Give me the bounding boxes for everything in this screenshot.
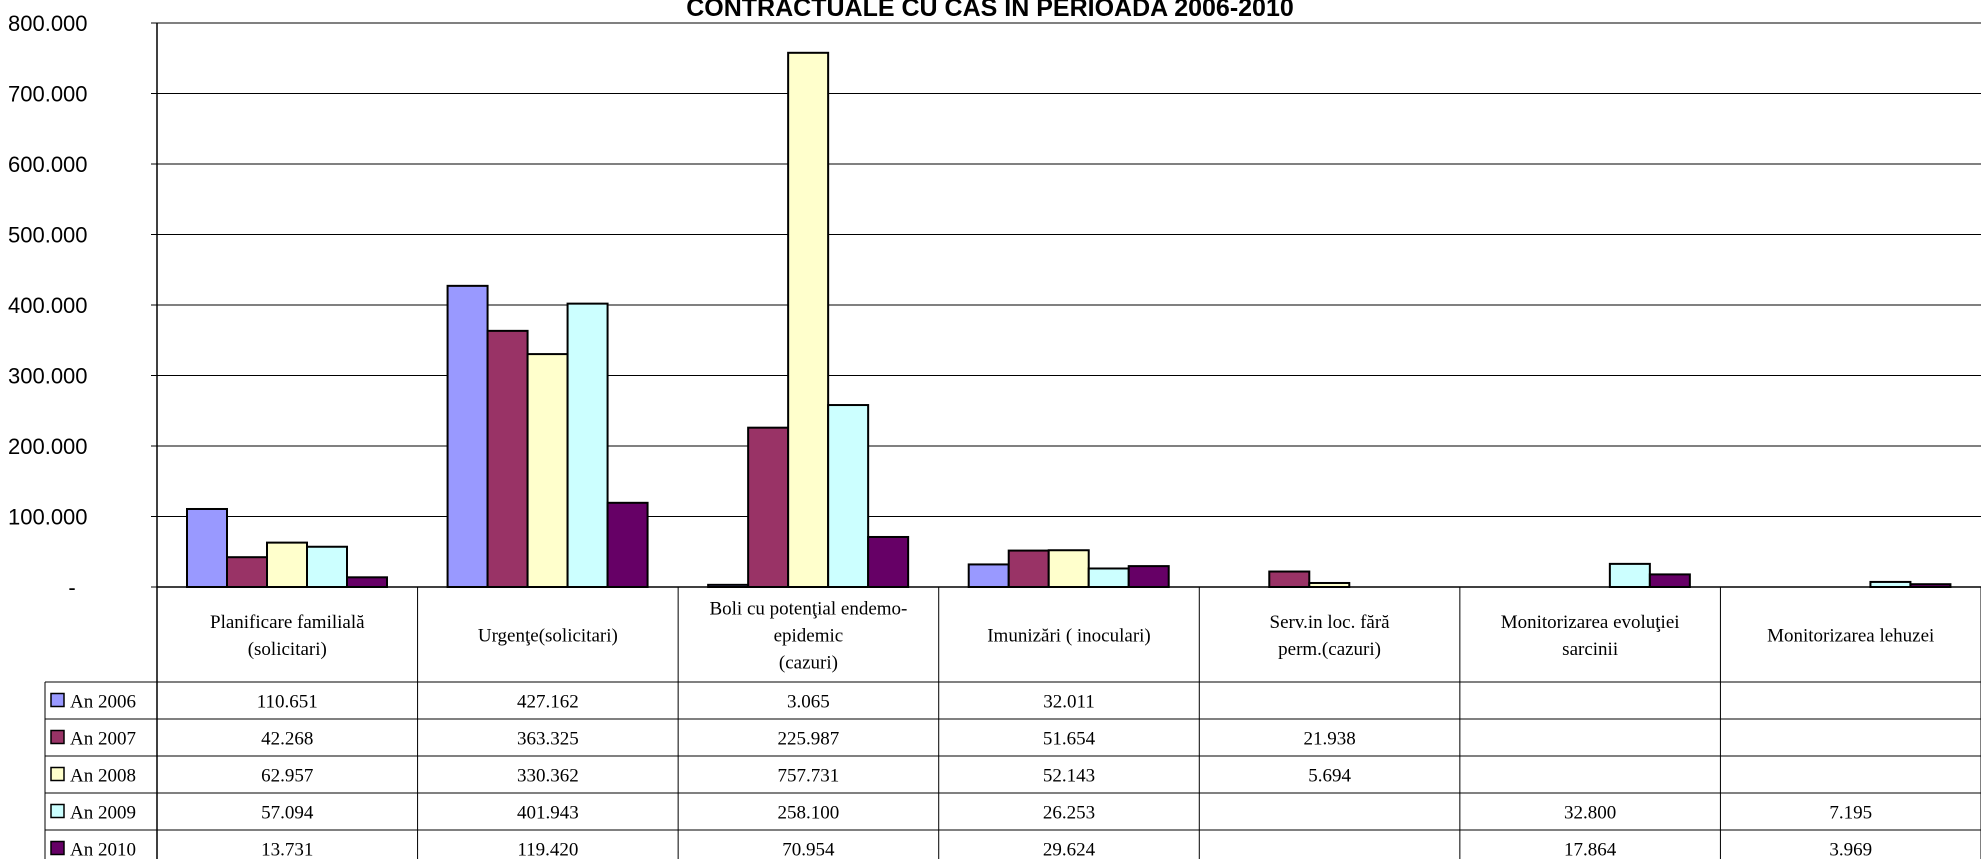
- bar-an-2010: [867, 535, 910, 588]
- legend-key: [50, 692, 65, 708]
- bar-an-2010: [1648, 573, 1691, 589]
- data-value-label: 258.100: [778, 803, 840, 824]
- data-value-label: 32.011: [1043, 692, 1095, 713]
- bar-an-2009: [1087, 567, 1130, 589]
- category-label: Imunizări ( inoculari): [987, 626, 1151, 647]
- bar-an-2010: [1127, 565, 1170, 588]
- chart-title: CONTRACTUALE CU CAS IN PERIOADA 2006-201…: [686, 0, 1294, 22]
- bar-an-2008: [787, 51, 830, 589]
- data-value-label: 57.094: [261, 803, 314, 824]
- bar-an-2007: [1007, 549, 1050, 588]
- axes: [156, 23, 1981, 859]
- bar-an-2008: [526, 353, 569, 588]
- legend-label: An 2008: [70, 766, 136, 787]
- bar-series: [186, 51, 1952, 589]
- data-value-label: 5.694: [1308, 766, 1351, 787]
- data-value-label: 70.954: [782, 840, 835, 859]
- y-tick-label: 100.000: [8, 505, 88, 530]
- data-value-label: 52.143: [1043, 766, 1095, 787]
- legend-label: An 2006: [70, 692, 136, 713]
- legend-key: [50, 803, 65, 819]
- data-value-label: 330.362: [517, 766, 579, 787]
- y-tick-label: 300.000: [8, 364, 88, 389]
- bar-an-2008: [266, 541, 308, 588]
- bar-an-2009: [1869, 580, 1912, 589]
- data-value-label: 3.065: [787, 692, 830, 713]
- legend-key: [50, 729, 65, 745]
- data-value-label: 32.800: [1564, 803, 1616, 824]
- bar-an-2006: [967, 563, 1010, 589]
- gridlines: [151, 22, 1981, 588]
- bar-an-2010: [346, 576, 388, 588]
- bar-an-2006: [186, 507, 228, 589]
- data-value-label: 119.420: [517, 840, 578, 859]
- bar-an-2007: [486, 329, 529, 588]
- y-tick-label: 400.000: [8, 293, 88, 318]
- legend-label: An 2007: [70, 729, 136, 750]
- bar-an-2009: [1608, 562, 1651, 588]
- bar-an-2008: [1047, 549, 1090, 589]
- y-tick-label: 700.000: [8, 82, 88, 107]
- data-value-label: 225.987: [778, 729, 840, 750]
- data-value-label: 363.325: [517, 729, 579, 750]
- data-value-label: 21.938: [1303, 729, 1355, 750]
- y-tick-label: 800.000: [8, 11, 88, 36]
- category-label: Planificare familială (solicitari): [210, 612, 365, 660]
- data-value-label: 26.253: [1043, 803, 1095, 824]
- category-label: Boli cu potenţial endemo-epidemic (cazuri…: [709, 599, 907, 674]
- bar-an-2009: [827, 404, 870, 588]
- legend-key: [50, 766, 65, 782]
- data-value-label: 110.651: [257, 692, 318, 713]
- category-label: Monitorizarea lehuzei: [1767, 626, 1934, 647]
- y-axis-tick-labels: - 100.000 200.000 300.000 400.000 500.000 600.…: [8, 11, 88, 600]
- data-value-label: 7.195: [1829, 803, 1872, 824]
- legend-label: An 2009: [70, 803, 136, 824]
- y-tick-label: -: [68, 575, 75, 600]
- data-value-label: 51.654: [1043, 729, 1096, 750]
- data-table: Planificare familială (solicitari) Urgenţe…: [44, 587, 1981, 859]
- data-value-label: 757.731: [778, 766, 840, 787]
- category-label: Serv.in loc. fără perm.(cazuri): [1270, 612, 1391, 660]
- y-tick-label: 600.000: [8, 152, 88, 177]
- data-value-label: 42.268: [261, 729, 313, 750]
- data-value-label: 401.943: [517, 803, 579, 824]
- category-label: Monitorizarea evoluţiei sarcinii: [1501, 612, 1680, 660]
- bar-an-2009: [306, 545, 348, 588]
- y-tick-label: 500.000: [8, 223, 88, 248]
- bar-an-2010: [606, 501, 649, 588]
- legend-key: [50, 840, 65, 856]
- bar-an-2007: [226, 556, 268, 588]
- data-value-label: 427.162: [517, 692, 579, 713]
- bar-an-2009: [566, 302, 609, 588]
- data-value-label: 3.969: [1829, 840, 1872, 859]
- bar-an-2006: [446, 284, 489, 588]
- data-value-label: 17.864: [1564, 840, 1617, 859]
- y-tick-label: 200.000: [8, 434, 88, 459]
- bar-an-2007: [747, 426, 790, 588]
- category-label: Urgenţe(solicitari): [478, 626, 618, 647]
- data-value-label: 62.957: [261, 766, 313, 787]
- data-value-label: 29.624: [1043, 840, 1096, 859]
- data-value-label: 13.731: [261, 840, 313, 859]
- bar-an-2007: [1268, 570, 1311, 588]
- legend-label: An 2010: [70, 840, 136, 859]
